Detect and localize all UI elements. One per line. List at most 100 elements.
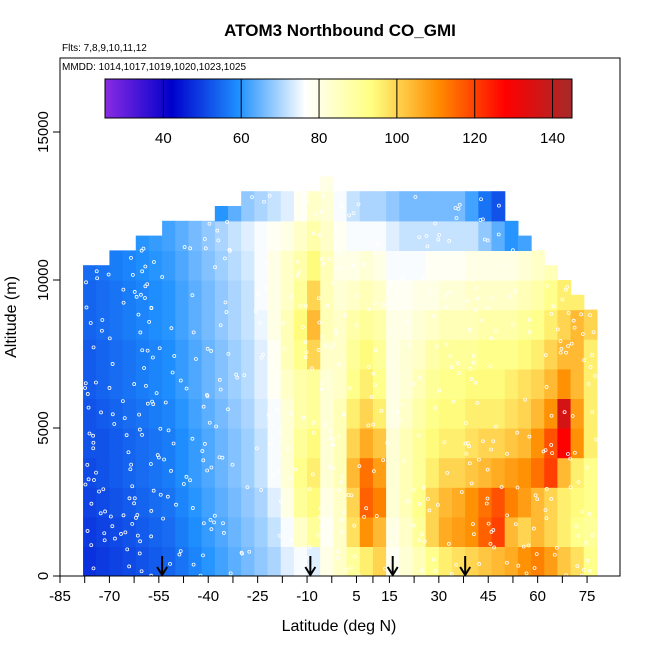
track-point (585, 558, 590, 563)
track-point (194, 357, 198, 361)
heatmap-cell (188, 546, 203, 576)
track-point (338, 529, 343, 534)
heatmap-cell (452, 516, 466, 547)
track-point (102, 531, 107, 536)
track-point (570, 414, 575, 418)
track-point (266, 413, 271, 417)
heatmap-cell (201, 309, 216, 340)
heatmap-cell (267, 546, 282, 576)
heatmap-cell (346, 516, 361, 547)
track-point (83, 482, 88, 487)
heatmap-cell (280, 546, 295, 576)
track-point (259, 488, 264, 492)
track-point (265, 260, 270, 265)
heatmap-cell (188, 280, 203, 311)
heatmap-cell (293, 250, 308, 281)
heatmap-cell (214, 368, 229, 399)
heatmap-cell (517, 546, 532, 576)
heatmap-cell (438, 368, 453, 399)
heatmap-cell (254, 428, 269, 459)
heatmap-cell (504, 280, 519, 311)
track-point (327, 257, 332, 261)
track-point (145, 348, 150, 353)
heatmap-cell (583, 398, 598, 429)
y-tick-label: 5000 (35, 411, 52, 444)
track-point (205, 346, 210, 351)
track-point (188, 246, 193, 251)
heatmap-cell (293, 309, 308, 340)
track-point (579, 573, 584, 576)
heatmap-cell (570, 457, 585, 488)
heatmap-cell (280, 280, 295, 311)
track-point (436, 237, 441, 242)
heatmap-cell (359, 368, 374, 399)
track-point (112, 422, 117, 426)
track-point (143, 284, 148, 289)
sounding-arrows (156, 556, 472, 577)
heatmap-cell (425, 220, 440, 251)
heatmap-cell (386, 220, 400, 251)
track-point (340, 474, 345, 479)
track-point (127, 564, 132, 569)
track-point (161, 516, 165, 521)
track-point (272, 473, 277, 478)
track-point (140, 269, 145, 274)
track-point (240, 551, 244, 556)
heatmap-cell (188, 428, 203, 459)
heatmap-cell (201, 250, 216, 281)
heatmap-cell (491, 191, 506, 222)
heatmap-cell (465, 516, 479, 547)
heatmap-cell (83, 487, 97, 518)
track-point (184, 386, 189, 391)
track-point (128, 467, 133, 472)
x-tick-label: 5 (352, 588, 360, 605)
heatmap-cell (267, 398, 282, 429)
track-point (166, 428, 171, 433)
heatmap-cell (96, 546, 111, 576)
heatmap-cell (359, 398, 374, 429)
heatmap-cell (109, 546, 124, 576)
x-tick-label: -10 (296, 588, 318, 605)
heatmap-cell (122, 280, 137, 311)
track-point (373, 250, 378, 255)
heatmap-cell (135, 516, 150, 547)
track-point (459, 490, 464, 495)
track-point (373, 348, 378, 353)
heatmap-cell (148, 368, 163, 399)
track-point (337, 251, 342, 256)
track-point (541, 449, 546, 454)
track-point (205, 392, 209, 397)
heatmap-cell (399, 546, 414, 576)
heatmap-cell (188, 220, 203, 251)
track-point (532, 566, 537, 570)
heatmap-cell (504, 487, 519, 518)
heatmap-cell (412, 309, 427, 340)
x-tick-label: 15 (381, 588, 398, 605)
track-point (334, 332, 339, 337)
track-point (550, 451, 555, 456)
track-point (84, 280, 88, 285)
heatmap-cell (517, 516, 532, 547)
track-point (253, 309, 258, 314)
heatmap-cell (280, 516, 295, 547)
x-tick-label: 30 (430, 588, 447, 605)
track-point (94, 269, 99, 274)
heatmap-cell (372, 398, 387, 429)
heatmap-cell (241, 487, 255, 518)
track-point (278, 430, 283, 435)
heatmap-cell (333, 516, 348, 547)
sounding-arrow (459, 556, 472, 577)
heatmap-cell (386, 457, 400, 488)
track-point (190, 293, 195, 298)
track-point (574, 524, 579, 529)
heatmap-cell (372, 516, 387, 547)
track-point (484, 501, 489, 506)
track-point (448, 353, 453, 358)
track-point (532, 526, 536, 531)
heatmap-cell (399, 487, 414, 518)
heatmap-cell (372, 487, 387, 518)
heatmap-cell (228, 206, 242, 222)
heatmap-cell (346, 368, 361, 399)
track-point (99, 410, 103, 415)
track-point (482, 237, 487, 242)
